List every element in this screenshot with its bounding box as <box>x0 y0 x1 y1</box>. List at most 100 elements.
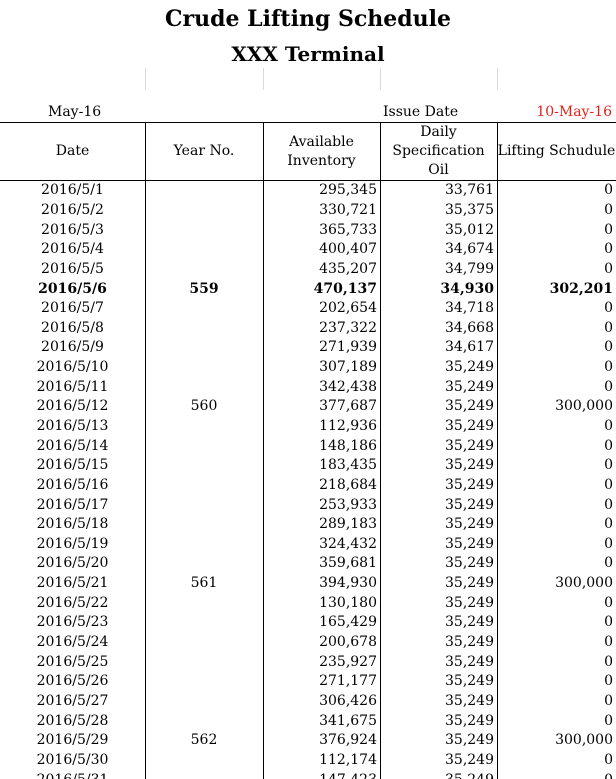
year-no-cell <box>145 240 263 260</box>
date-cell: 2016/5/15 <box>36 457 109 474</box>
year-no-cell <box>145 377 263 397</box>
spec-oil-cell: 35,249 <box>445 594 494 611</box>
year-no-cell <box>145 652 263 672</box>
date-cell: 2016/5/9 <box>41 339 104 356</box>
date-cell: 2016/5/1 <box>41 182 104 199</box>
date-cell: 2016/5/6 <box>38 280 107 297</box>
column-divider <box>145 123 146 779</box>
spec-oil-cell: 35,249 <box>445 575 494 592</box>
header-inventory-line1: Available <box>289 133 354 150</box>
lifting-cell: 0 <box>604 221 613 238</box>
lifting-cell: 0 <box>604 201 613 218</box>
year-no-cell <box>145 201 263 221</box>
inventory-cell: 306,426 <box>319 692 377 709</box>
year-no-cell <box>145 672 263 692</box>
lifting-schedule-sheet: Date Year No. Available Inventory Daily … <box>0 122 616 779</box>
table-row: 2016/5/3 365,733 35,012 0 <box>0 220 616 240</box>
document-title: Crude Lifting Schedule <box>165 6 451 32</box>
lifting-cell: 300,000 <box>555 398 613 415</box>
spec-oil-cell: 35,249 <box>445 732 494 749</box>
spec-oil-cell: 35,249 <box>445 476 494 493</box>
inventory-cell: 377,687 <box>319 398 377 415</box>
table-row: 2016/5/15 183,435 35,249 0 <box>0 456 616 476</box>
spec-oil-cell: 34,668 <box>445 319 494 336</box>
table-row: 2016/5/8 237,322 34,668 0 <box>0 318 616 338</box>
lifting-cell: 0 <box>604 437 613 454</box>
inventory-cell: 235,927 <box>319 653 377 670</box>
spec-oil-cell: 35,249 <box>445 653 494 670</box>
date-cell: 2016/5/8 <box>41 319 104 336</box>
date-cell: 2016/5/30 <box>36 751 109 768</box>
spec-oil-cell: 35,249 <box>380 770 497 779</box>
table-row: 2016/5/7 202,654 34,718 0 <box>0 299 616 319</box>
header-gridline <box>380 68 381 90</box>
lifting-cell: 0 <box>497 770 616 779</box>
inventory-cell: 341,675 <box>319 712 377 729</box>
lifting-cell: 0 <box>604 319 613 336</box>
table-row: 2016/5/14 148,186 35,249 0 <box>0 436 616 456</box>
lifting-cell: 0 <box>604 241 613 258</box>
spec-oil-cell: 34,799 <box>445 260 494 277</box>
spec-oil-cell: 34,617 <box>445 339 494 356</box>
schedule-month: May-16 <box>48 104 102 120</box>
table-row: 2016/5/25 235,927 35,249 0 <box>0 652 616 672</box>
date-cell: 2016/5/25 <box>36 653 109 670</box>
spec-oil-cell: 35,249 <box>445 359 494 376</box>
year-no-cell <box>145 515 263 535</box>
date-cell: 2016/5/21 <box>36 575 109 592</box>
spec-oil-cell: 33,761 <box>445 182 494 199</box>
year-no-cell <box>145 260 263 280</box>
table-row: 2016/5/24 200,678 35,249 0 <box>0 633 616 653</box>
lifting-cell: 0 <box>604 555 613 572</box>
lifting-cell: 0 <box>604 339 613 356</box>
year-no-cell <box>145 318 263 338</box>
year-no-cell <box>145 535 263 555</box>
lifting-cell: 0 <box>604 673 613 690</box>
table-row: 2016/5/23 165,429 35,249 0 <box>0 613 616 633</box>
spec-oil-cell: 35,249 <box>445 457 494 474</box>
table-row: 2016/5/6 559 470,137 34,930 302,201 <box>0 279 616 299</box>
terminal-subtitle: XXX Terminal <box>231 42 385 66</box>
date-cell: 2016/5/17 <box>36 496 109 513</box>
spec-oil-cell: 35,249 <box>445 555 494 572</box>
header-daily-spec-oil: Daily Specification Oil <box>380 123 497 181</box>
spec-oil-cell: 35,375 <box>445 201 494 218</box>
year-no-cell: 560 <box>190 398 218 415</box>
year-no-cell <box>145 338 263 358</box>
header-year-no: Year No. <box>145 123 263 181</box>
year-no-cell <box>145 692 263 712</box>
inventory-cell: 148,186 <box>319 437 377 454</box>
spec-oil-cell: 35,249 <box>445 398 494 415</box>
inventory-cell: 147,423 <box>263 770 380 779</box>
inventory-cell: 271,939 <box>319 339 377 356</box>
inventory-cell: 376,924 <box>319 732 377 749</box>
table-row: 2016/5/19 324,432 35,249 0 <box>0 535 616 555</box>
lifting-cell: 0 <box>604 457 613 474</box>
inventory-cell: 130,180 <box>319 594 377 611</box>
lifting-schedule-table: Date Year No. Available Inventory Daily … <box>0 123 616 779</box>
inventory-cell: 165,429 <box>319 614 377 631</box>
inventory-cell: 112,174 <box>319 751 377 768</box>
year-no-cell <box>145 220 263 240</box>
date-cell: 2016/5/14 <box>36 437 109 454</box>
lifting-cell: 0 <box>604 535 613 552</box>
table-row: 2016/5/10 307,189 35,249 0 <box>0 358 616 378</box>
date-cell: 2016/5/28 <box>36 712 109 729</box>
date-cell: 2016/5/29 <box>36 732 109 749</box>
inventory-cell: 359,681 <box>319 555 377 572</box>
date-cell: 2016/5/12 <box>36 398 109 415</box>
lifting-cell: 0 <box>604 359 613 376</box>
table-row: 2016/5/9 271,939 34,617 0 <box>0 338 616 358</box>
inventory-cell: 324,432 <box>319 535 377 552</box>
lifting-cell: 0 <box>604 614 613 631</box>
date-cell: 2016/5/5 <box>41 260 104 277</box>
table-row: 2016/5/20 359,681 35,249 0 <box>0 554 616 574</box>
inventory-cell: 202,654 <box>319 300 377 317</box>
table-row: 2016/5/5 435,207 34,799 0 <box>0 260 616 280</box>
inventory-cell: 307,189 <box>319 359 377 376</box>
year-no-cell <box>145 299 263 319</box>
column-divider <box>380 123 381 779</box>
inventory-cell: 394,930 <box>319 575 377 592</box>
year-no-cell <box>145 456 263 476</box>
year-no-cell <box>145 711 263 731</box>
